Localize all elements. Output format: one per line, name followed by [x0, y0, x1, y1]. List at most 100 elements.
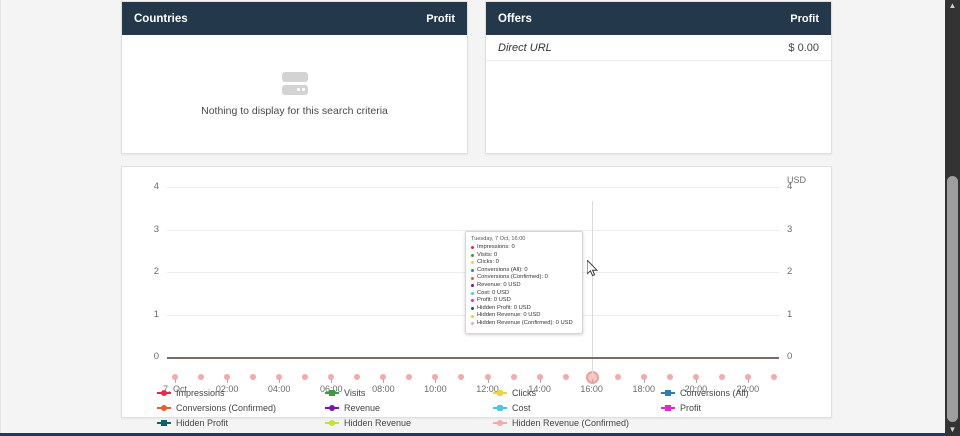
- scrollbar-up-arrow-icon[interactable]: ▲: [948, 1, 957, 10]
- chart-point[interactable]: [458, 374, 465, 380]
- chart-x-tick-label: 08:00: [372, 384, 395, 394]
- legend-swatch-icon: [661, 403, 675, 412]
- chart-point[interactable]: [692, 374, 699, 380]
- chart-tooltip-row: Impressions: 0: [471, 244, 577, 252]
- legend-swatch-icon: [493, 388, 507, 397]
- chart-gridline: [167, 229, 779, 231]
- list-item[interactable]: Direct URL $ 0.00: [486, 35, 831, 61]
- tooltip-row-label: Revenue: 0 USD: [477, 281, 521, 288]
- legend-label: Visits: [344, 387, 366, 398]
- legend-swatch-icon: [157, 418, 171, 427]
- legend-label: Hidden Revenue: [344, 417, 412, 428]
- chart-x-tick: [487, 379, 489, 383]
- chart-point[interactable]: [666, 374, 673, 380]
- chart-legend-item[interactable]: Impressions: [157, 385, 325, 400]
- chart-tooltip-row: Hidden Revenue: 0 USD: [471, 312, 577, 320]
- chart-tooltip-row: Hidden Profit: 0 USD: [471, 305, 577, 313]
- tooltip-row-label: Hidden Revenue (Confirmed): 0 USD: [477, 319, 573, 326]
- legend-label: Profit: [680, 402, 702, 413]
- chart-point[interactable]: [380, 374, 387, 380]
- chart-legend-item[interactable]: Cost: [493, 400, 661, 415]
- tooltip-bullet-icon: [471, 246, 474, 250]
- countries-card-metric: Profit: [426, 12, 455, 25]
- chart-legend-item[interactable]: Hidden Revenue: [325, 415, 493, 430]
- offers-card: Offers Profit Direct URL $ 0.00: [485, 1, 832, 154]
- chart-y-tick-right: 3: [787, 223, 793, 235]
- tooltip-bullet-icon: [471, 269, 474, 273]
- chart-y-tick-right: 4: [787, 181, 793, 192]
- chart-gridline: [167, 187, 779, 188]
- chart-point[interactable]: [406, 374, 413, 380]
- tooltip-row-label: Hidden Revenue: 0 USD: [477, 312, 541, 319]
- chart-legend-item[interactable]: Conversions (Confirmed): [157, 400, 325, 415]
- countries-card-title: Countries: [134, 12, 188, 25]
- chart-point[interactable]: [744, 374, 751, 380]
- offers-card-header: Offers Profit: [486, 2, 831, 35]
- scrollbar-thumb[interactable]: [947, 176, 958, 422]
- tooltip-bullet-icon: [471, 299, 474, 303]
- legend-label: Hidden Profit: [176, 417, 229, 428]
- countries-card-header: Countries Profit: [122, 2, 467, 35]
- chart-legend-item[interactable]: Hidden Profit: [157, 415, 325, 430]
- chart-point[interactable]: [276, 374, 283, 380]
- tooltip-row-label: Profit: 0 USD: [477, 297, 511, 304]
- chart-x-tick: [591, 379, 593, 383]
- countries-empty-state: Nothing to display for this search crite…: [122, 35, 467, 153]
- chart-point[interactable]: [302, 374, 309, 380]
- chart-x-tick: [383, 379, 385, 383]
- chart-point[interactable]: [432, 374, 439, 380]
- chart-point[interactable]: [770, 374, 777, 380]
- chart-x-tick-label: 12:00: [476, 384, 499, 394]
- chart-tooltip-row: Conversions (All): 0: [471, 267, 577, 275]
- offer-name: Direct URL: [498, 41, 552, 54]
- chart-tooltip-row: Visits: 0: [471, 252, 577, 260]
- legend-swatch-icon: [493, 403, 507, 412]
- chart-x-tick-label: 14:00: [528, 384, 551, 394]
- legend-label: Conversions (All): [680, 387, 749, 398]
- chart-legend-item[interactable]: Clicks: [493, 385, 661, 400]
- chart-point[interactable]: [484, 374, 491, 380]
- scrollbar-down-arrow-icon[interactable]: ▼: [948, 425, 957, 434]
- tooltip-row-label: Visits: 0: [477, 251, 498, 258]
- countries-card: Countries Profit Nothing to display for …: [121, 1, 468, 154]
- chart-y-tick-right: 2: [787, 266, 793, 277]
- page-scrollbar[interactable]: ▲ ▼: [945, 0, 960, 436]
- legend-label: Revenue: [344, 402, 381, 413]
- legend-swatch-icon: [661, 388, 675, 397]
- chart-point[interactable]: [224, 374, 231, 380]
- chart-legend-item[interactable]: Conversions (All): [661, 385, 817, 400]
- tooltip-bullet-icon: [471, 284, 474, 288]
- chart-x-tick: [175, 379, 176, 383]
- chart-point[interactable]: [562, 374, 569, 380]
- chart-tooltip-row: Clicks: 0: [471, 259, 577, 267]
- chart-point[interactable]: [614, 374, 621, 380]
- chart-point[interactable]: [354, 374, 361, 380]
- chart-point[interactable]: [640, 374, 647, 380]
- chart-point[interactable]: [328, 374, 335, 380]
- chart-x-tick: [279, 379, 281, 383]
- chart-legend-item[interactable]: Profit: [661, 400, 817, 415]
- chart-point[interactable]: [718, 374, 725, 380]
- chart-y-tick-left: 0: [153, 351, 159, 362]
- chart-point[interactable]: [536, 374, 543, 380]
- chart-tooltip-row: Profit: 0 USD: [471, 297, 577, 305]
- chart-point[interactable]: [198, 374, 205, 380]
- tooltip-row-label: Clicks: 0: [477, 259, 499, 266]
- legend-label: Hidden Revenue (Confirmed): [512, 417, 630, 428]
- chart-y-tick-left: 1: [153, 308, 159, 320]
- chart-x-tick: [227, 379, 229, 383]
- chart-legend-item[interactable]: Revenue: [325, 400, 493, 415]
- chart-point[interactable]: [250, 374, 257, 380]
- legend-label: Conversions (Confirmed): [176, 402, 277, 413]
- chart-legend-item[interactable]: Hidden Revenue (Confirmed): [493, 415, 661, 430]
- chart-point[interactable]: [510, 374, 517, 380]
- tooltip-bullet-icon: [471, 314, 474, 318]
- chart-x-tick-label: 22:00: [736, 384, 760, 394]
- chart-x-tick: [747, 379, 749, 383]
- chart-point[interactable]: [172, 374, 178, 380]
- chart-x-tick-label: 10:00: [424, 384, 447, 394]
- legend-swatch-icon: [325, 388, 339, 397]
- chart-legend-item[interactable]: Visits: [325, 385, 493, 400]
- chart-x-tick-label: 04:00: [267, 384, 291, 394]
- chart-x-tick-label: 18:00: [632, 384, 656, 394]
